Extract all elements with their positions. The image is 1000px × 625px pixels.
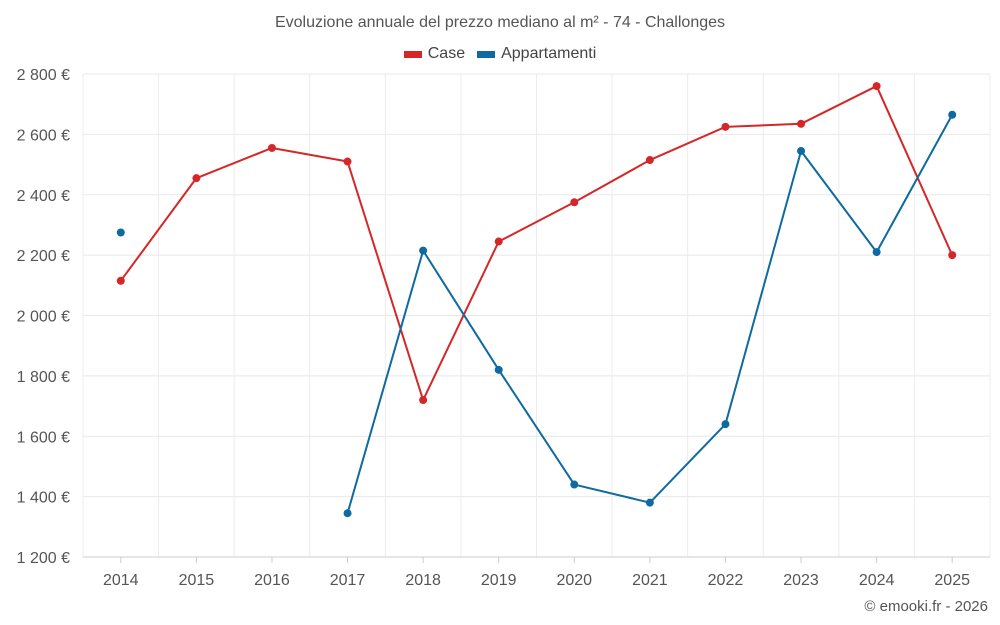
x-tick-label: 2024 bbox=[859, 572, 895, 589]
data-point-appartamenti bbox=[948, 110, 957, 119]
x-tick-label: 2015 bbox=[179, 572, 215, 589]
data-point-case bbox=[645, 156, 654, 165]
data-point-appartamenti bbox=[343, 509, 352, 518]
data-point-case bbox=[192, 174, 201, 183]
data-point-case bbox=[343, 157, 352, 166]
data-point-case bbox=[721, 122, 730, 131]
x-tick-label: 2014 bbox=[103, 572, 139, 589]
data-point-case bbox=[116, 276, 125, 285]
data-point-appartamenti bbox=[645, 498, 654, 507]
x-tick-label: 2025 bbox=[934, 572, 970, 589]
y-tick-label: 2 600 € bbox=[17, 127, 70, 144]
legend-label-case: Case bbox=[427, 45, 466, 62]
y-tick-label: 1 800 € bbox=[17, 369, 70, 386]
legend: Case Appartamenti bbox=[0, 45, 1000, 63]
data-point-appartamenti bbox=[494, 365, 503, 374]
y-tick-label: 1 400 € bbox=[17, 490, 70, 507]
legend-item-case[interactable]: Case bbox=[403, 45, 466, 63]
x-tick-label: 2016 bbox=[254, 572, 290, 589]
y-tick-label: 2 000 € bbox=[17, 309, 70, 326]
data-point-case bbox=[948, 251, 957, 260]
x-tick-label: 2017 bbox=[330, 572, 366, 589]
data-point-appartamenti bbox=[872, 248, 881, 257]
y-tick-label: 1 200 € bbox=[17, 550, 70, 567]
y-tick-label: 2 200 € bbox=[17, 248, 70, 265]
legend-swatch-case bbox=[403, 50, 422, 58]
x-tick-label: 2019 bbox=[481, 572, 517, 589]
data-point-appartamenti bbox=[116, 228, 125, 237]
legend-label-appartamenti: Appartamenti bbox=[501, 45, 597, 62]
legend-item-appartamenti[interactable]: Appartamenti bbox=[477, 45, 596, 63]
x-tick-label: 2021 bbox=[632, 572, 668, 589]
data-point-case bbox=[797, 119, 806, 128]
data-point-case bbox=[267, 143, 276, 152]
series-line-appartamenti bbox=[346, 114, 954, 514]
data-point-appartamenti bbox=[721, 420, 730, 429]
y-tick-label: 2 400 € bbox=[17, 188, 70, 205]
y-tick-label: 1 600 € bbox=[17, 429, 70, 446]
x-tick-label: 2020 bbox=[556, 572, 592, 589]
data-point-case bbox=[872, 82, 881, 91]
data-point-appartamenti bbox=[797, 146, 806, 155]
data-point-appartamenti bbox=[570, 480, 579, 489]
x-tick-label: 2022 bbox=[708, 572, 744, 589]
x-tick-label: 2018 bbox=[405, 572, 441, 589]
chart-title: Evoluzione annuale del prezzo mediano al… bbox=[274, 14, 726, 31]
legend-swatch-appartamenti bbox=[477, 50, 496, 58]
y-tick-label: 2 800 € bbox=[17, 67, 70, 84]
data-point-case bbox=[494, 237, 503, 246]
credit-text: © emooki.fr - 2026 bbox=[864, 598, 988, 615]
data-point-appartamenti bbox=[419, 246, 428, 255]
data-point-case bbox=[570, 198, 579, 207]
data-point-case bbox=[419, 396, 428, 405]
series-line-case bbox=[119, 85, 954, 402]
x-tick-label: 2023 bbox=[783, 572, 819, 589]
